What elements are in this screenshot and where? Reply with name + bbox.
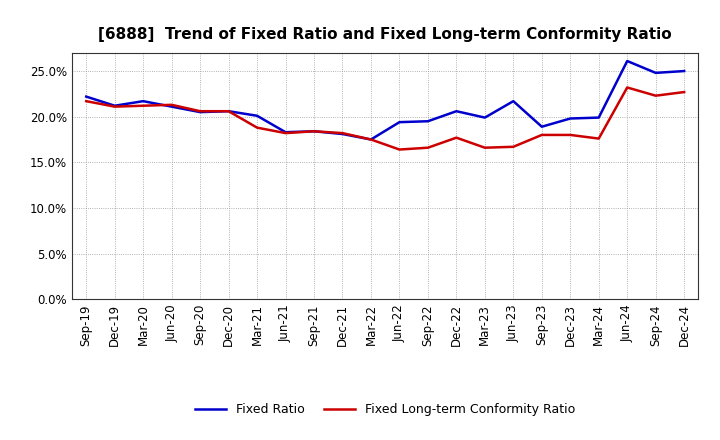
Fixed Ratio (509, 99, 518, 104)
Fixed Long-term Conformity Ratio (395, 147, 404, 152)
Title: [6888]  Trend of Fixed Ratio and Fixed Long-term Conformity Ratio: [6888] Trend of Fixed Ratio and Fixed Lo… (99, 27, 672, 42)
Fixed Ratio (566, 116, 575, 121)
Fixed Ratio (680, 68, 688, 73)
Fixed Ratio (537, 124, 546, 129)
Fixed Long-term Conformity Ratio (338, 131, 347, 136)
Fixed Long-term Conformity Ratio (652, 93, 660, 98)
Fixed Ratio (423, 119, 432, 124)
Fixed Long-term Conformity Ratio (423, 145, 432, 150)
Fixed Ratio (652, 70, 660, 76)
Fixed Ratio (196, 110, 204, 115)
Fixed Long-term Conformity Ratio (623, 85, 631, 90)
Fixed Ratio (623, 59, 631, 64)
Fixed Long-term Conformity Ratio (566, 132, 575, 138)
Fixed Ratio (480, 115, 489, 120)
Fixed Long-term Conformity Ratio (253, 125, 261, 130)
Fixed Ratio (167, 104, 176, 109)
Fixed Long-term Conformity Ratio (282, 131, 290, 136)
Fixed Long-term Conformity Ratio (310, 128, 318, 134)
Fixed Ratio (366, 137, 375, 142)
Fixed Ratio (282, 129, 290, 135)
Fixed Ratio (595, 115, 603, 120)
Fixed Long-term Conformity Ratio (480, 145, 489, 150)
Line: Fixed Ratio: Fixed Ratio (86, 61, 684, 139)
Fixed Long-term Conformity Ratio (167, 102, 176, 107)
Fixed Long-term Conformity Ratio (595, 136, 603, 141)
Fixed Ratio (225, 109, 233, 114)
Fixed Long-term Conformity Ratio (680, 89, 688, 95)
Fixed Ratio (253, 113, 261, 118)
Fixed Ratio (395, 120, 404, 125)
Fixed Long-term Conformity Ratio (452, 135, 461, 140)
Fixed Long-term Conformity Ratio (366, 137, 375, 142)
Fixed Ratio (338, 132, 347, 137)
Legend: Fixed Ratio, Fixed Long-term Conformity Ratio: Fixed Ratio, Fixed Long-term Conformity … (190, 398, 580, 421)
Line: Fixed Long-term Conformity Ratio: Fixed Long-term Conformity Ratio (86, 88, 684, 150)
Fixed Long-term Conformity Ratio (196, 109, 204, 114)
Fixed Long-term Conformity Ratio (537, 132, 546, 138)
Fixed Long-term Conformity Ratio (110, 104, 119, 109)
Fixed Ratio (310, 128, 318, 134)
Fixed Long-term Conformity Ratio (509, 144, 518, 150)
Fixed Ratio (139, 99, 148, 104)
Fixed Long-term Conformity Ratio (225, 109, 233, 114)
Fixed Ratio (82, 94, 91, 99)
Fixed Long-term Conformity Ratio (82, 99, 91, 104)
Fixed Ratio (452, 109, 461, 114)
Fixed Long-term Conformity Ratio (139, 103, 148, 108)
Fixed Ratio (110, 103, 119, 108)
